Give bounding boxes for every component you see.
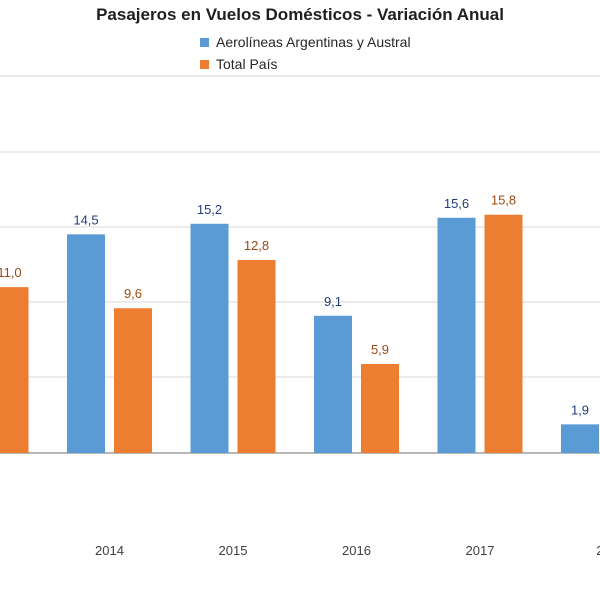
- legend-item-aerolineas: Aerolíneas Argentinas y Austral: [200, 31, 411, 53]
- data-label: 11,0: [0, 265, 22, 280]
- legend: Aerolíneas Argentinas y Austral Total Pa…: [200, 31, 411, 75]
- data-label: 12,8: [244, 238, 269, 253]
- bar-aerolineas-2015: [190, 223, 229, 453]
- bar-aerolineas-2017: [437, 217, 476, 453]
- x-tick-label: 2014: [95, 543, 124, 558]
- data-label: 5,9: [371, 342, 389, 357]
- data-label: 9,6: [124, 286, 142, 301]
- legend-label-aerolineas: Aerolíneas Argentinas y Austral: [216, 34, 411, 50]
- x-tick-label: 2015: [219, 543, 248, 558]
- data-label: 15,6: [444, 196, 469, 211]
- bar-aerolineas-2014: [67, 234, 105, 453]
- data-label: 9,1: [324, 294, 342, 309]
- legend-swatch-aerolineas: [200, 37, 209, 47]
- bar-aerolineas-2018: [561, 424, 599, 453]
- data-label: 14,5: [73, 212, 98, 227]
- legend-swatch-total-pais: [200, 59, 209, 69]
- bar-total-pais-2017: [484, 214, 523, 453]
- data-label: 15,2: [197, 202, 222, 217]
- bar-total-pais-2016: [361, 364, 399, 453]
- bar-total-pais-2015: [237, 259, 276, 453]
- bar-aerolineas-2016: [314, 315, 352, 453]
- legend-label-total-pais: Total País: [216, 56, 278, 72]
- x-tick-label: 20: [596, 543, 600, 558]
- bar-total-pais-2014: [114, 308, 152, 453]
- x-tick-label: 2016: [342, 543, 371, 558]
- x-tick-label: 2017: [466, 543, 495, 558]
- chart-title: Pasajeros en Vuelos Domésticos - Variaci…: [96, 5, 504, 24]
- bar-total-pais-2013: [0, 287, 29, 453]
- data-label: 15,8: [491, 193, 516, 208]
- legend-item-total-pais: Total País: [200, 53, 411, 75]
- data-label: 1,9: [571, 402, 589, 417]
